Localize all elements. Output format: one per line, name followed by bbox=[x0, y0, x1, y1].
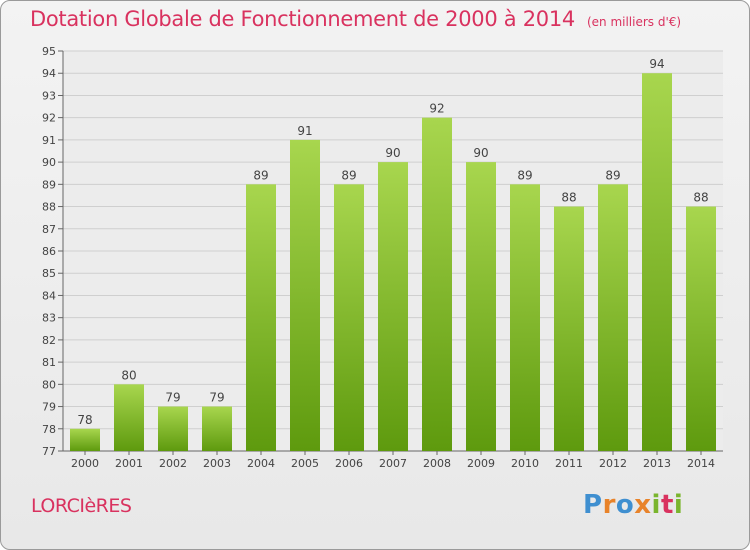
proxiti-logo: Proxiti bbox=[583, 490, 683, 520]
y-tick-label: 88 bbox=[42, 201, 56, 214]
data-label: 90 bbox=[385, 146, 400, 160]
y-tick-label: 81 bbox=[42, 356, 56, 369]
y-tick-label: 87 bbox=[42, 223, 56, 236]
data-label: 78 bbox=[77, 413, 92, 427]
data-label: 80 bbox=[121, 368, 136, 382]
x-tick-label: 2008 bbox=[423, 457, 451, 470]
commune-name: LORCIèRES bbox=[31, 495, 132, 517]
bar bbox=[554, 206, 584, 451]
y-tick-label: 86 bbox=[42, 245, 56, 258]
bar bbox=[202, 406, 232, 451]
logo-letter: r bbox=[602, 490, 616, 520]
bar bbox=[686, 206, 716, 451]
y-tick-label: 92 bbox=[42, 112, 56, 125]
bar bbox=[158, 406, 188, 451]
x-tick-label: 2002 bbox=[159, 457, 187, 470]
data-label: 94 bbox=[649, 57, 664, 71]
y-tick-label: 85 bbox=[42, 267, 56, 280]
y-tick-label: 93 bbox=[42, 89, 56, 102]
data-label: 79 bbox=[165, 391, 180, 405]
data-label: 79 bbox=[209, 391, 224, 405]
data-label: 92 bbox=[429, 102, 444, 116]
x-tick-label: 2000 bbox=[71, 457, 99, 470]
x-tick-label: 2009 bbox=[467, 457, 495, 470]
logo-letter: o bbox=[615, 490, 635, 520]
data-label: 91 bbox=[297, 124, 312, 138]
y-tick-label: 91 bbox=[42, 134, 56, 147]
logo-letter: x bbox=[634, 490, 652, 520]
x-tick-label: 2013 bbox=[643, 457, 671, 470]
x-tick-label: 2006 bbox=[335, 457, 363, 470]
logo-letter: i bbox=[673, 490, 684, 520]
bar bbox=[290, 139, 320, 451]
x-tick-label: 2007 bbox=[379, 457, 407, 470]
bar bbox=[114, 384, 144, 451]
x-tick-label: 2011 bbox=[555, 457, 583, 470]
bar bbox=[246, 184, 276, 452]
data-label: 90 bbox=[473, 146, 488, 160]
unit-text: (en milliers d'€) bbox=[586, 15, 682, 29]
x-tick-label: 2001 bbox=[115, 457, 143, 470]
y-tick-label: 90 bbox=[42, 156, 56, 169]
y-tick-label: 79 bbox=[42, 401, 56, 414]
y-tick-label: 95 bbox=[42, 45, 56, 58]
bar bbox=[598, 184, 628, 452]
bar bbox=[70, 428, 100, 451]
y-tick-label: 77 bbox=[42, 445, 56, 458]
x-tick-label: 2010 bbox=[511, 457, 539, 470]
data-label: 89 bbox=[253, 168, 268, 182]
chart-title: Dotation Globale de Fonctionnement de 20… bbox=[30, 7, 681, 31]
data-label: 88 bbox=[693, 191, 708, 205]
y-tick-label: 94 bbox=[42, 67, 56, 80]
bar bbox=[642, 73, 672, 451]
bar bbox=[378, 162, 408, 451]
title-text: Dotation Globale de Fonctionnement de 20… bbox=[30, 7, 575, 31]
bar bbox=[466, 162, 496, 451]
bar bbox=[334, 184, 364, 452]
y-tick-label: 89 bbox=[42, 178, 56, 191]
data-label: 89 bbox=[517, 168, 532, 182]
x-tick-label: 2004 bbox=[247, 457, 275, 470]
x-tick-label: 2003 bbox=[203, 457, 231, 470]
logo-letter: i bbox=[651, 490, 661, 520]
y-tick-label: 82 bbox=[42, 334, 56, 347]
y-tick-label: 83 bbox=[42, 312, 56, 325]
y-tick-label: 78 bbox=[42, 423, 56, 436]
data-label: 89 bbox=[605, 168, 620, 182]
logo-letter: P bbox=[583, 490, 603, 520]
x-tick-label: 2014 bbox=[687, 457, 715, 470]
x-tick-label: 2005 bbox=[291, 457, 319, 470]
y-tick-label: 84 bbox=[42, 289, 56, 302]
logo-letter: t bbox=[660, 490, 674, 520]
data-label: 89 bbox=[341, 168, 356, 182]
bar bbox=[422, 117, 452, 452]
y-tick-label: 80 bbox=[42, 378, 56, 391]
x-tick-label: 2012 bbox=[599, 457, 627, 470]
bar bbox=[510, 184, 540, 452]
data-label: 88 bbox=[561, 191, 576, 205]
